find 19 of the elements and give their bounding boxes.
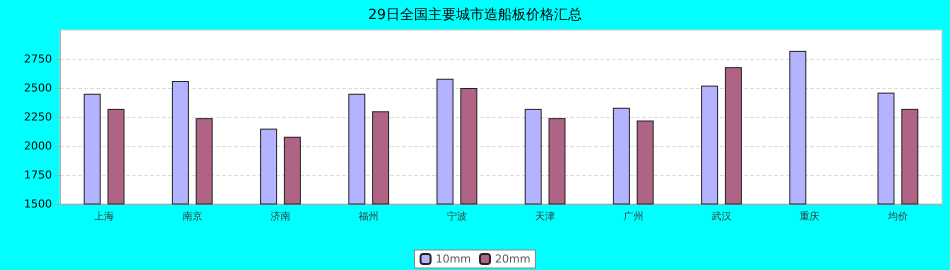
y-tick-label: 2500 [24, 82, 52, 94]
x-tick-label: 广州 [623, 210, 644, 222]
y-tick-label: 1750 [24, 168, 52, 182]
x-tick-label: 上海 [94, 210, 114, 222]
x-tick-label: 重庆 [800, 210, 820, 222]
legend-label: 10mm [436, 252, 472, 266]
x-tick-label: 均价 [886, 210, 908, 222]
y-tick-label: 2000 [24, 140, 52, 152]
x-tick-label: 天津 [535, 210, 556, 222]
y-tick-label: 2750 [24, 52, 52, 66]
x-tick-label: 宁波 [446, 210, 467, 222]
x-tick-label: 济南 [270, 210, 290, 222]
y-tick-label: 2250 [24, 110, 52, 124]
x-tick-label: 福州 [358, 210, 379, 222]
x-tick-label: 武汉 [712, 210, 732, 222]
chart-title: 29日全国主要城市造船板价格汇总 [368, 7, 582, 23]
x-tick-label: 南京 [182, 210, 202, 222]
y-tick-label: 1500 [24, 198, 52, 210]
legend-label: 20mm [495, 252, 530, 266]
